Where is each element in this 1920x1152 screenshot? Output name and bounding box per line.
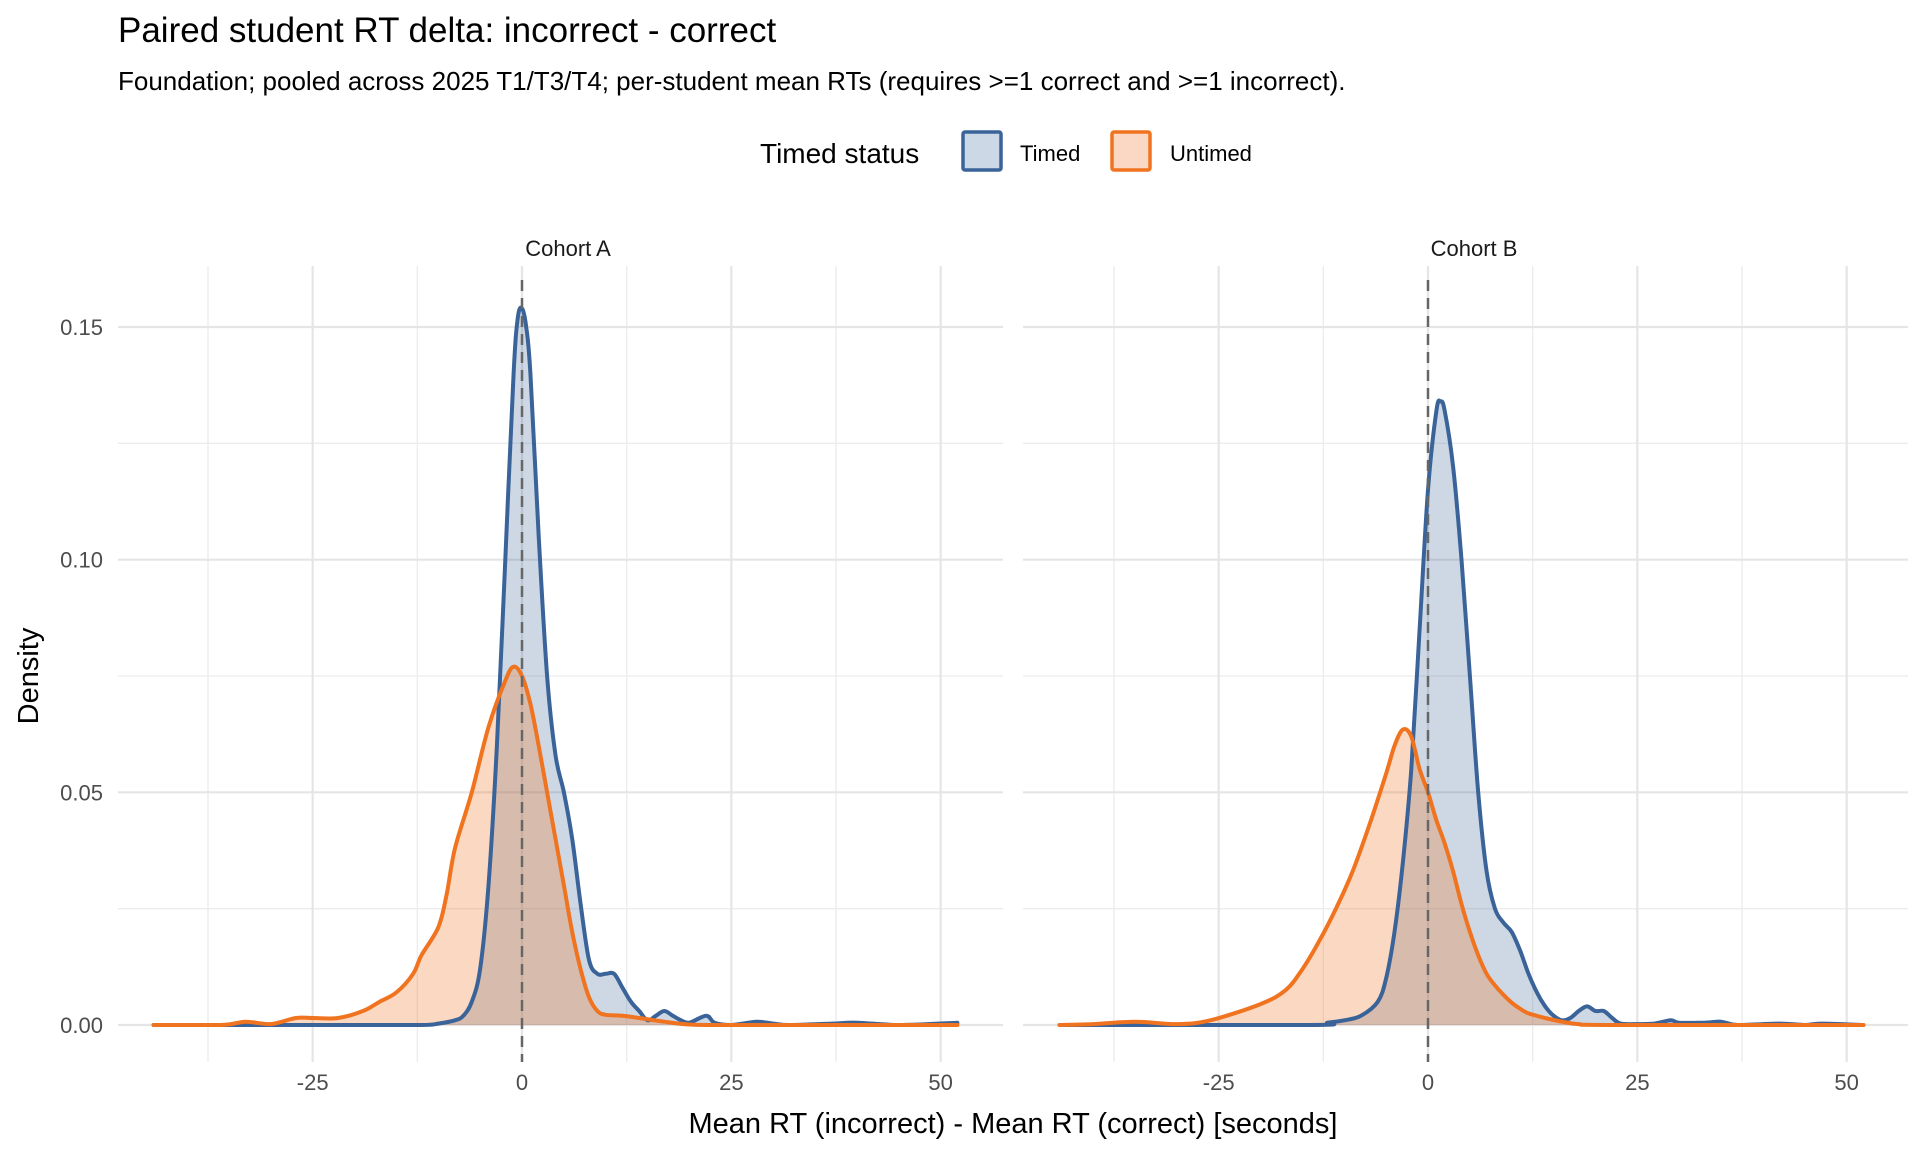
y-tick-label: 0.00 [60,1013,103,1038]
legend: Timed status Timed Untimed [760,130,1252,172]
density-line-untimed [1057,727,1866,1028]
density-area-untimed [1059,729,1864,1025]
x-tick-label: 25 [1625,1070,1649,1095]
x-tick-label: -25 [1203,1070,1235,1095]
density-area-timed [153,307,958,1025]
x-tick-label: 50 [1834,1070,1858,1095]
legend-title: Timed status [760,138,919,169]
legend-label-timed: Timed [1020,141,1080,166]
x-axis-title: Mean RT (incorrect) - Mean RT (correct) … [689,1108,1338,1140]
density-line-untimed [151,664,960,1028]
legend-label-untimed: Untimed [1170,141,1252,166]
y-tick-label: 0.15 [60,315,103,340]
y-tick-label: 0.10 [60,548,103,573]
panel-cohort-a: Cohort A -25 0 25 50 0.00 0.05 0.10 0.15 [60,236,1003,1095]
x-tick-label: 0 [516,1070,528,1095]
x-tick-label: 0 [1422,1070,1434,1095]
chart-title: Paired student RT delta: incorrect - cor… [118,11,776,50]
density-line-timed [1057,398,1866,1028]
chart-subtitle: Foundation; pooled across 2025 T1/T3/T4;… [118,66,1345,96]
panels: Cohort A -25 0 25 50 0.00 0.05 0.10 0.15 Cohort B… [60,236,1908,1095]
x-tick-label: 50 [928,1070,952,1095]
density-area-timed [1059,400,1864,1025]
density-line-timed [151,305,960,1028]
x-tick-label: -25 [297,1070,329,1095]
legend-swatch-untimed [1110,130,1152,172]
legend-swatch-timed [961,130,1003,172]
panel-strip-label: Cohort B [1431,236,1518,261]
y-axis-title: Density [13,627,45,724]
x-tick-label: 25 [719,1070,743,1095]
panel-cohort-b: Cohort B -25 0 25 50 [1023,236,1908,1095]
panel-strip-label: Cohort A [525,236,611,261]
y-tick-label: 0.05 [60,780,103,805]
